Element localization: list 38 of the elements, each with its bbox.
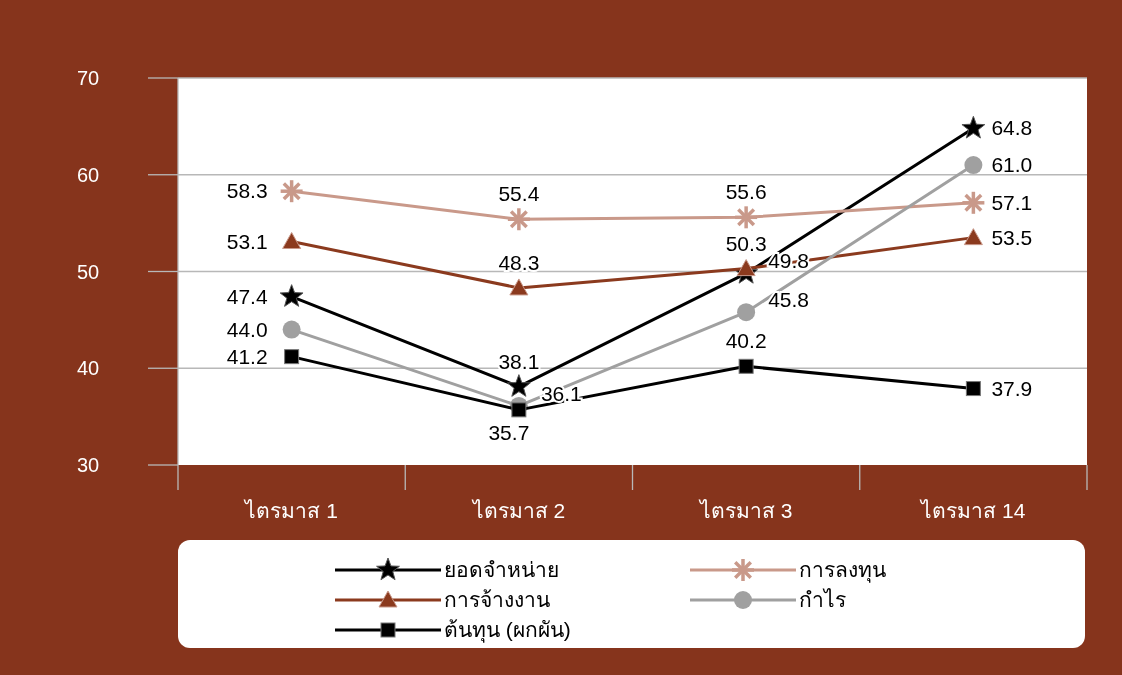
y-tick-label: 60 [76,163,100,186]
data-label: 55.4 [498,182,540,206]
data-label: 40.2 [725,329,767,353]
data-label: 36.1 [540,381,582,405]
legend-label: กำไร [799,588,846,611]
legend-item: ยอดจำหน่าย [335,557,559,581]
legend-label: ยอดจำหน่าย [444,558,559,581]
legend-label: การลงทุน [799,558,886,583]
y-tick-label: 30 [76,454,100,476]
legend-item: ต้นทุน (ผกผัน) [335,618,571,641]
x-tick-label: ไตรมาส 3 [697,499,793,522]
legend-item: กำไร [690,588,846,611]
data-label: 53.5 [991,225,1033,249]
data-label: 53.1 [226,229,268,253]
data-label: 47.4 [226,284,268,308]
data-label: 61.0 [991,153,1033,177]
y-tick-label: 40 [76,357,100,380]
x-tick-label: ไตรมาส 2 [470,499,566,522]
data-label: 38.1 [498,349,540,373]
y-tick-label: 70 [76,67,100,89]
data-label: 55.6 [725,180,767,204]
y-tick-label: 50 [76,260,100,283]
data-label: 58.3 [226,179,268,203]
data-label: 50.3 [725,231,767,255]
data-label: 48.3 [498,250,540,274]
data-label: 64.8 [991,116,1033,140]
data-label: 41.2 [226,344,268,368]
data-label: 44.0 [226,317,268,341]
data-label: 57.1 [991,190,1033,214]
x-tick-label: ไตรมาส 1 [243,499,338,522]
data-label: 37.9 [991,376,1033,400]
legend-label: การจ้างงาน [444,588,550,611]
legend-item: การจ้างงาน [335,588,550,611]
x-tick-label: ไตรมาส 14 [919,499,1026,522]
legend-label: ต้นทุน (ผกผัน) [444,618,571,643]
data-label: 35.7 [488,420,530,444]
legend-item: การลงทุน [690,558,886,581]
data-label: 45.8 [768,288,809,312]
